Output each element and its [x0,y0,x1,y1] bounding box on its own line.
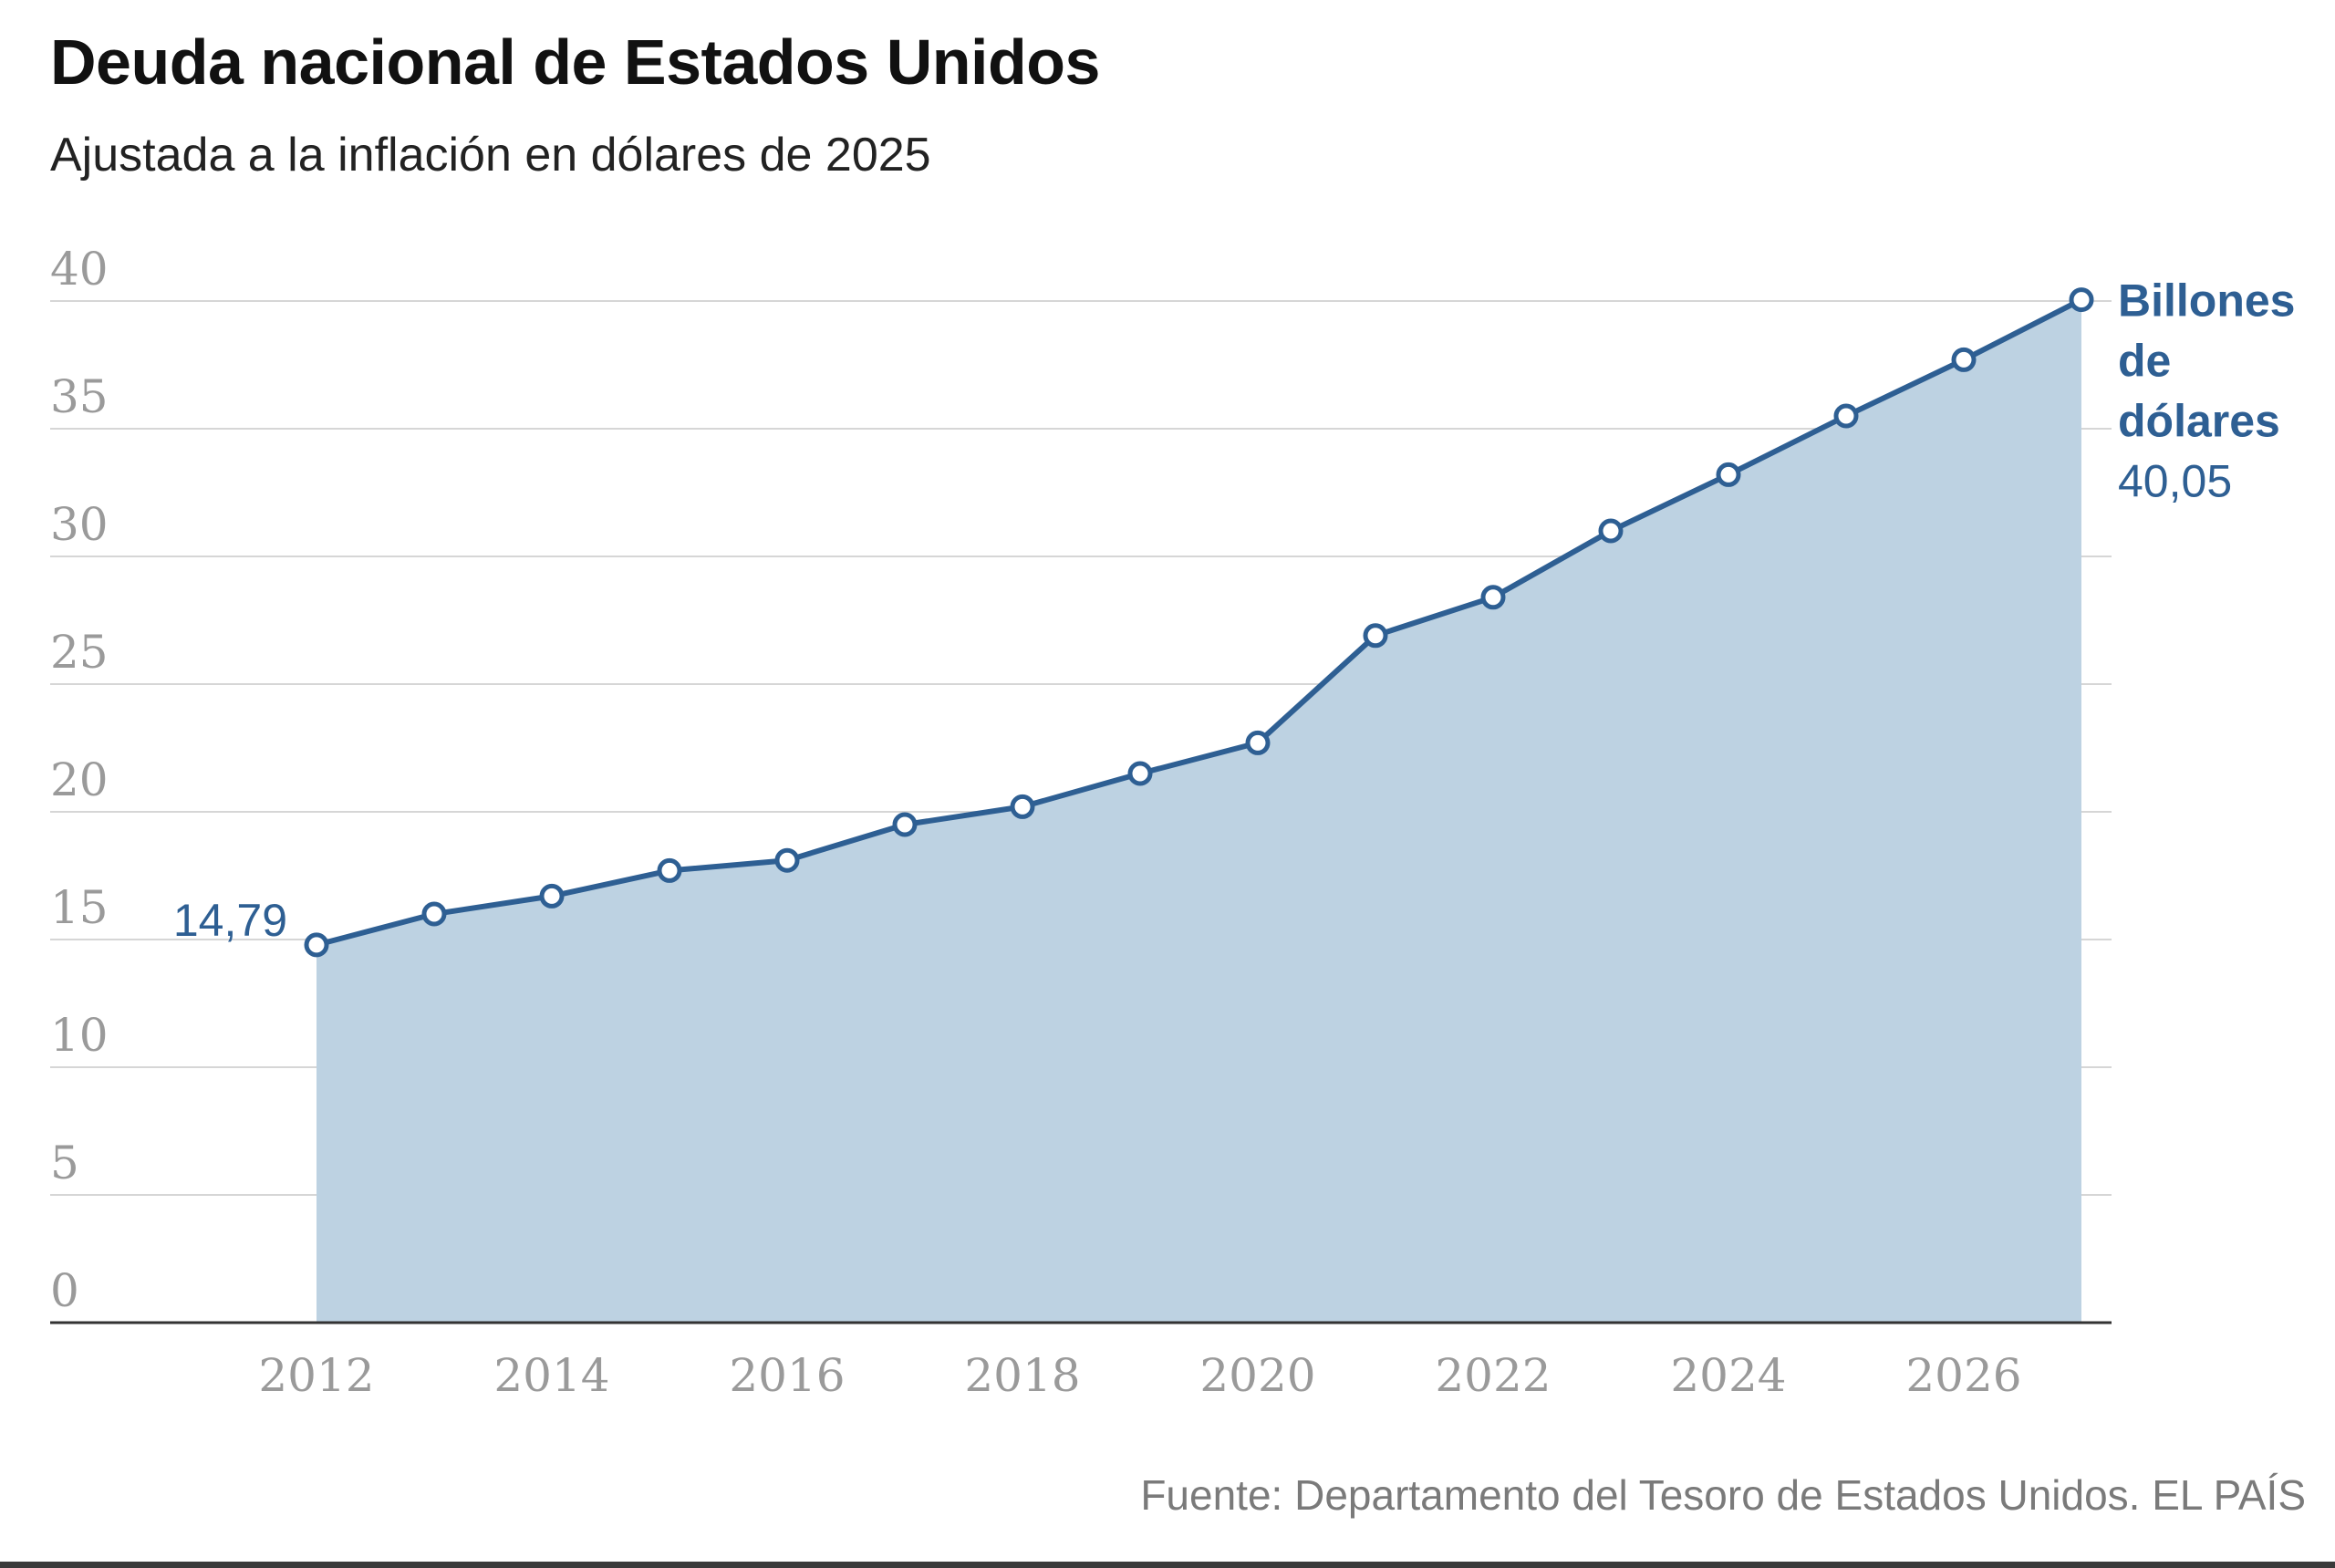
data-point-marker [1127,761,1153,786]
end-value-label: 40,05 [2118,456,2232,507]
y-tick-label: 20 [50,753,109,806]
x-tick-label: 2014 [493,1349,609,1402]
y-tick-label: 30 [50,498,109,551]
x-tick-label: 2012 [258,1349,374,1402]
y-tick-label: 35 [50,370,109,423]
series-name-label: Billones [2118,275,2295,327]
x-tick-label: 2020 [1199,1349,1315,1402]
series-name-label: de [2118,336,2171,387]
series-area [317,299,2081,1324]
source-note: Fuente: Departamento del Tesoro de Estad… [1140,1471,2306,1519]
y-tick-label: 0 [50,1264,79,1317]
x-tick-label: 2018 [964,1349,1080,1402]
y-tick-label: 40 [50,243,109,296]
data-point-marker [304,932,329,958]
series-line [316,296,2083,948]
start-value-label: 14,79 [173,895,287,946]
data-point-marker [1363,623,1388,649]
series-name-label: dólares [2118,396,2280,447]
data-point-marker [892,812,918,837]
data-point-marker [657,857,682,883]
chart-subtitle: Ajustada a la inflación en dólares de 20… [50,129,931,182]
x-tick-label: 2024 [1670,1349,1786,1402]
data-point-marker [1951,347,1977,372]
bottom-rule [0,1562,2335,1568]
data-point-marker [1010,794,1035,819]
x-tick-label: 2022 [1435,1349,1551,1402]
data-point-marker [1245,730,1271,755]
y-tick-label: 25 [50,626,109,679]
data-point-marker [539,883,565,909]
data-point-marker [774,847,800,873]
chart-title: Deuda nacional de Estados Unidos [50,26,1100,98]
data-point-marker [421,901,447,927]
data-point-marker [1833,403,1859,429]
x-tick-label: 2016 [729,1349,845,1402]
y-tick-label: 10 [50,1009,109,1062]
data-point-marker [2069,287,2094,313]
debt-area-chart: 0 5 10 15 20 25 30 35 40 2012 2014 2016 2018 2020 2022… [50,243,2295,1402]
y-tick-label: 15 [50,881,109,934]
data-point-marker [1598,518,1624,544]
data-point-marker [1716,462,1741,487]
data-point-marker [1480,585,1506,610]
y-tick-label: 5 [50,1137,79,1189]
x-tick-label: 2026 [1905,1349,2021,1402]
